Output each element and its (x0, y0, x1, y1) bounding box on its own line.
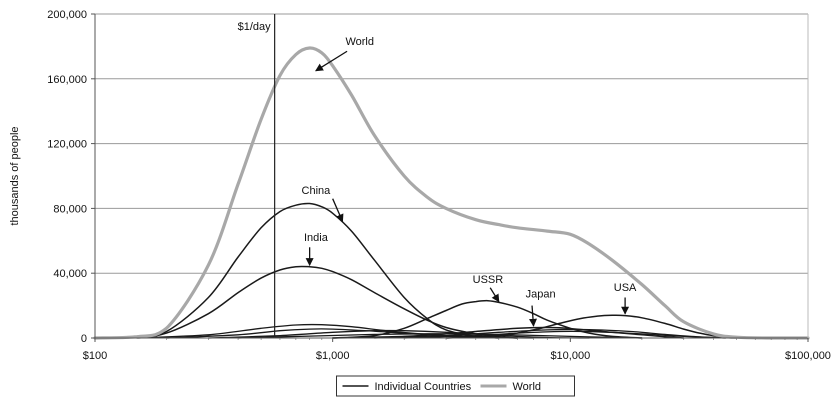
annotations: World China India USSR Japan USA (302, 36, 637, 327)
series-china-line (94, 202, 500, 339)
legend-label-world: World (513, 381, 542, 393)
annotation-china-arrow (332, 198, 344, 223)
series-country-line (237, 333, 643, 339)
legend: Individual Countries World (336, 375, 575, 397)
gridlines (95, 13, 808, 274)
series-layer (93, 46, 810, 340)
y-tick-label: 40,000 (53, 268, 87, 280)
series-country-line (403, 330, 727, 339)
legend-label-individual-countries: Individual Countries (375, 381, 472, 393)
x-tick-label: $10,000 (550, 350, 590, 362)
annotation-world-arrow (315, 50, 348, 72)
plot-area (95, 14, 808, 338)
annotation-usa-label: USA (614, 282, 637, 294)
y-tick-label: 120,000 (47, 139, 87, 151)
series-country-line (207, 329, 590, 339)
annotation-world-label: World (345, 36, 374, 48)
annotation-ussr-arrow (489, 287, 500, 303)
plot-background (95, 14, 808, 338)
y-axis-title: thousands of people (9, 126, 21, 225)
x-tick-label: $100,000 (785, 350, 831, 362)
series-usa-line (445, 314, 757, 339)
annotation-japan-label: Japan (526, 289, 556, 301)
x-tick-label: $100 (83, 350, 107, 362)
y-tick-label: 0 (81, 333, 87, 345)
y-tick-label: 160,000 (47, 74, 87, 86)
y-tick-label: 200,000 (47, 9, 87, 21)
axes: $1/day 0 40,000 80,000 120,000 160,000 200,000… (9, 9, 831, 362)
series-world-line (93, 46, 810, 340)
annotation-japan-arrow (529, 305, 537, 327)
legend-box (336, 375, 575, 397)
series-india-line (94, 265, 519, 339)
annotation-india-label: India (304, 232, 329, 244)
y-tick-label: 80,000 (53, 203, 87, 215)
reference-line-label: $1/day (238, 21, 272, 33)
annotation-ussr-label: USSR (473, 274, 504, 286)
x-tick-label: $1,000 (316, 350, 350, 362)
annotation-china-label: China (302, 185, 332, 197)
